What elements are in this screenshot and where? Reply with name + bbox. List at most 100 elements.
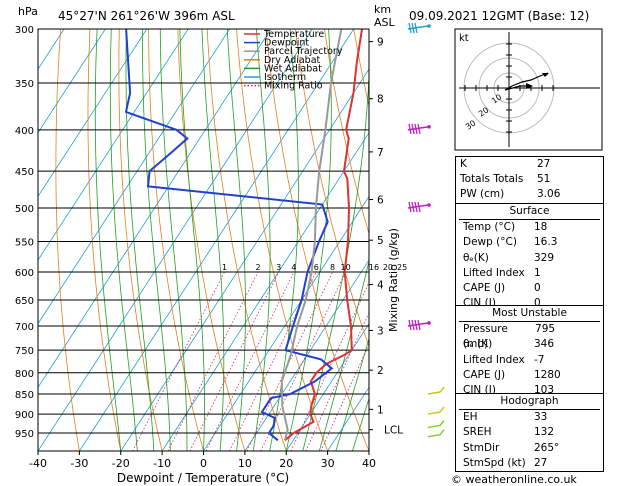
wind-barb-feather — [414, 319, 418, 331]
wind-barb-dot — [427, 125, 431, 129]
wind-barb — [407, 126, 429, 131]
wet-adiabat-line — [109, 29, 138, 451]
hodo-label: EH — [463, 411, 478, 424]
wet-adiabat-line — [269, 29, 299, 451]
wind-barb-feather — [411, 201, 415, 213]
wind-barb — [427, 419, 445, 429]
surface-label: Temp (°C) — [463, 221, 516, 234]
surface-value: 1 — [534, 266, 541, 279]
surface-title: Surface — [509, 205, 550, 217]
most-unstable-table: Pressure (mb) 795 θₑ (K) 346 Lifted Index -… — [459, 321, 600, 398]
surface-value: 18 — [534, 221, 548, 234]
surface-table: Temp (°C) 18 Dewp (°C) 16.3 θₑ(K) 329 Lifte… — [459, 219, 600, 311]
legend-label: Dewpoint — [264, 38, 309, 49]
wind-barb — [427, 406, 445, 415]
mu-value: 1280 — [534, 368, 561, 381]
mu-row: θₑ (K) 346 — [459, 337, 600, 352]
hodo-value: 27 — [534, 456, 548, 469]
isotherm-line — [285, 322, 369, 451]
wind-barbs — [407, 22, 445, 438]
mixing-ratio-axis-title: Mixing Ratio (g/kg) — [387, 228, 400, 332]
hodo-value: 33 — [534, 411, 548, 424]
pressure-tick-label: 350 — [15, 79, 34, 90]
hodograph-ticks — [464, 43, 554, 133]
isotherm-line — [38, 29, 106, 134]
dry-adiabat-line — [324, 29, 369, 236]
pressure-tick-label: 600 — [15, 268, 34, 279]
surface-label: θₑ(K) — [463, 251, 489, 264]
hodograph-table-panel: Hodograph EH 33 SREH 132 StmDir 265° StmSpd… — [455, 393, 604, 472]
copyright: © weatheronline.co.uk — [451, 473, 577, 486]
hodo-label: StmDir — [463, 441, 500, 454]
temp-tick-label: 40 — [362, 457, 376, 470]
surface-value: 329 — [534, 251, 555, 264]
km-tick-label: 6 — [377, 195, 384, 207]
sounding-series — [124, 29, 363, 442]
mu-value: 795 — [535, 323, 556, 336]
wind-barb-feather — [408, 319, 412, 331]
temp-tick-label: -40 — [29, 457, 47, 470]
mixing-ratio-label: 6 — [314, 263, 319, 272]
most-unstable-title: Most Unstable — [492, 307, 567, 319]
surface-label: Dewp (°C) — [463, 236, 517, 249]
surface-row: θₑ(K) 329 — [459, 251, 600, 266]
wind-barb-feather — [408, 123, 412, 134]
isotherm-line — [38, 29, 313, 451]
wind-barb-dot — [427, 24, 431, 28]
legend-label: Temperature — [263, 29, 324, 40]
km-tick-label: 2 — [377, 365, 384, 377]
temp-tick-label: 0 — [200, 457, 207, 470]
surface-value: 0 — [534, 297, 541, 310]
temp-tick-label: 10 — [238, 457, 252, 470]
hodograph-table: EH 33 SREH 132 StmDir 265° StmSpd (kt) 27 — [459, 409, 600, 471]
mu-label: CAPE (J) — [463, 368, 506, 381]
dewpoint-series — [124, 29, 334, 442]
wind-barb — [407, 204, 429, 209]
isotherm-line — [38, 29, 148, 198]
hpa-label: hPa — [18, 5, 38, 18]
wet-adiabat-line — [252, 29, 271, 451]
location-title: 45°27'N 261°26'W 396m ASL — [58, 9, 235, 23]
hodograph: kt 10 20 30 — [454, 28, 603, 151]
wind-barb-feather — [411, 123, 415, 134]
mu-label: Pressure (mb) — [463, 323, 508, 351]
mixing-ratio-label: 10 — [341, 263, 351, 272]
surface-value: 0 — [534, 281, 541, 294]
wind-barb-dot — [427, 321, 431, 325]
legend-label: Wet Adiabat — [264, 63, 322, 74]
wind-barb-feather — [414, 201, 418, 213]
pressure-tick-label: 700 — [15, 322, 34, 333]
mixing-ratio-label: 2 — [255, 263, 260, 272]
surface-label: CAPE (J) — [463, 281, 506, 294]
isotherm-line — [79, 29, 355, 451]
surface-label: Lifted Index — [463, 266, 525, 279]
mixing-ratio-label: 4 — [291, 263, 296, 272]
isotherm-line — [244, 259, 369, 451]
mu-value: 346 — [534, 338, 555, 351]
wind-barb-feather — [417, 123, 421, 134]
wind-barb-feather — [414, 22, 418, 34]
hodograph-table-title: Hodograph — [500, 395, 559, 407]
wind-barb-feather — [414, 123, 418, 134]
wet-adiabat-line — [335, 337, 369, 451]
mixing-ratio-line — [205, 271, 295, 451]
surface-value: 16.3 — [534, 236, 558, 249]
mixing-ratio-label: 1 — [222, 263, 227, 272]
index-value: 3.06 — [537, 188, 561, 201]
mu-value: 103 — [534, 383, 555, 396]
mu-label: Lifted Index — [463, 353, 525, 366]
wind-barb-feather — [408, 22, 412, 34]
km-tick-label: 9 — [377, 37, 384, 49]
temp-tick-label: -20 — [112, 457, 130, 470]
pressure-tick-label: 850 — [15, 390, 34, 401]
hodo-value: 265° — [534, 441, 560, 454]
asl-label: ASL — [374, 16, 396, 29]
surface-row: Lifted Index 1 — [459, 266, 600, 281]
dry-adiabat-line — [206, 29, 287, 451]
pressure-tick-label: 650 — [15, 296, 34, 307]
hodograph-kt-label: kt — [459, 33, 469, 44]
hodograph-arrow — [526, 83, 533, 89]
temp-tick-label: 30 — [321, 457, 335, 470]
